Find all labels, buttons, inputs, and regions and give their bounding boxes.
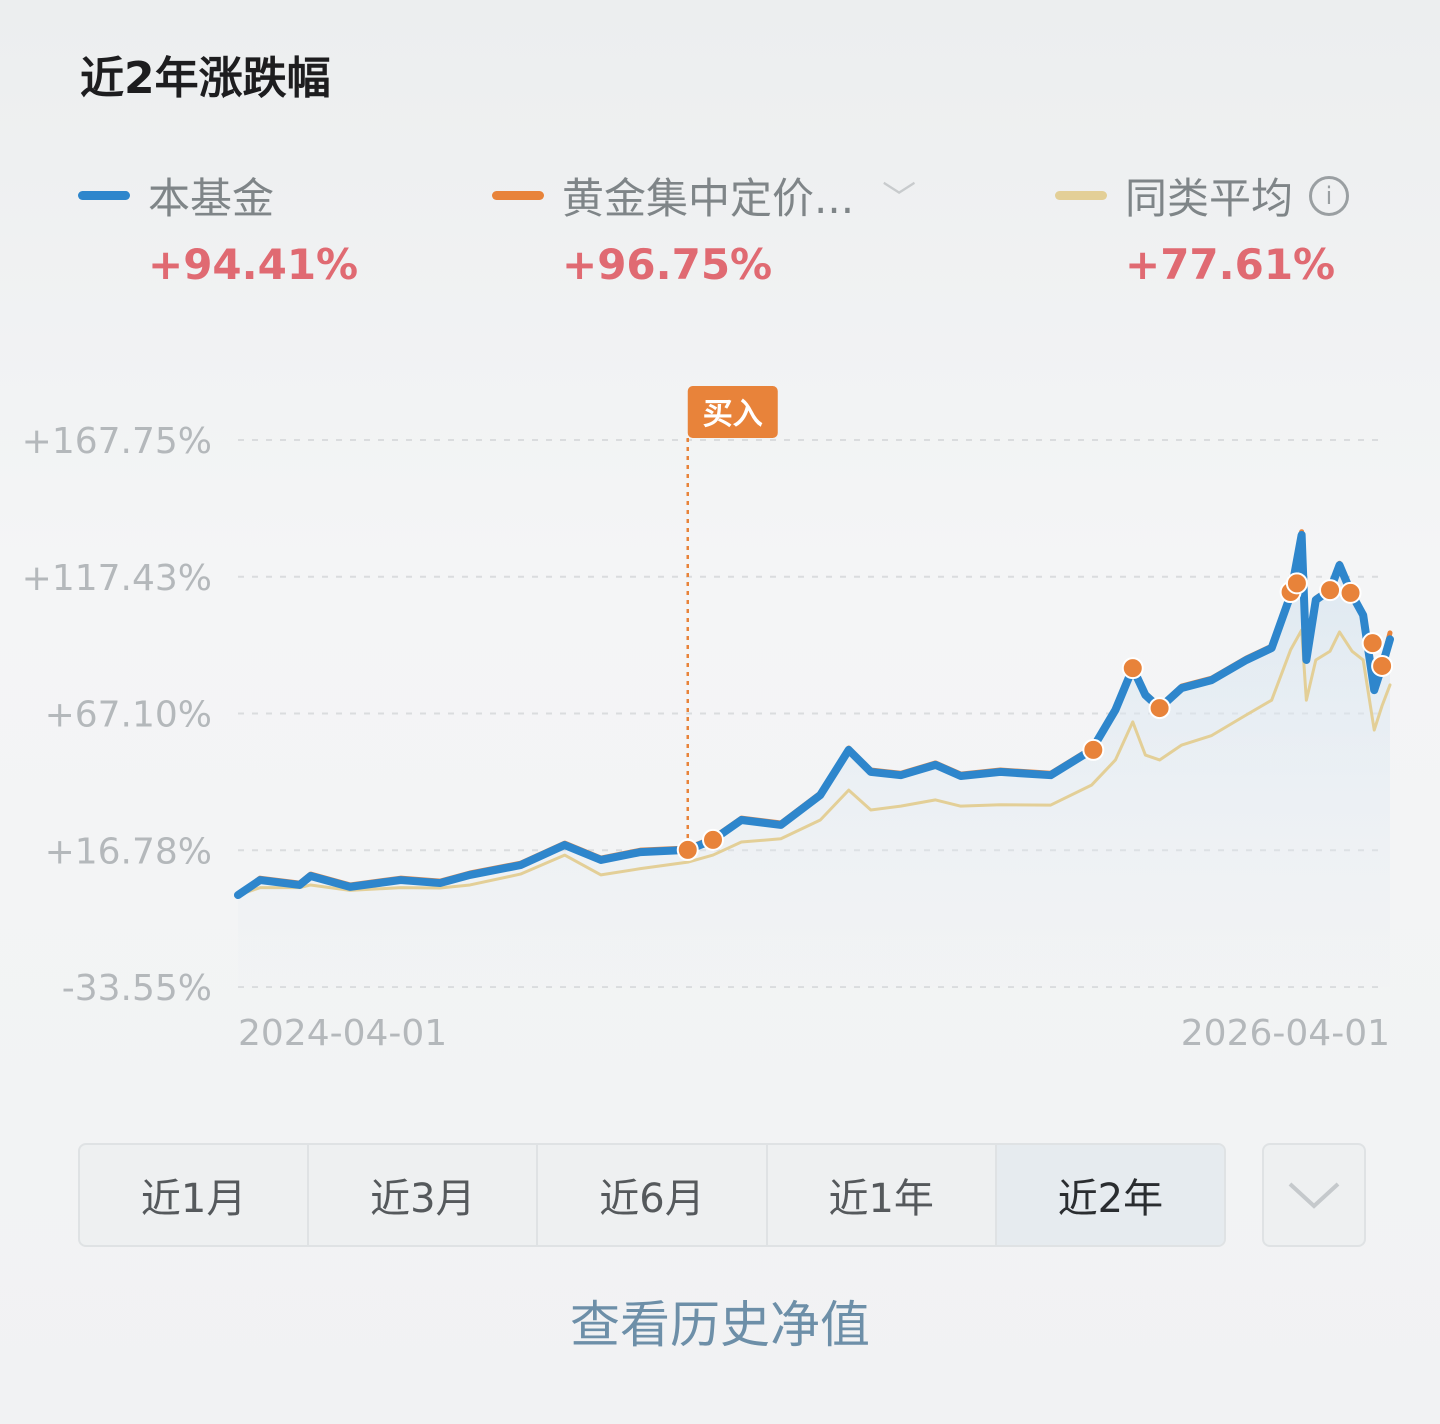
page-title: 近2年涨跌幅 [80,53,331,104]
y-tick-label: +16.78% [45,831,212,872]
legend-swatch [492,191,544,200]
fund-return: +94.41% [148,240,359,289]
buy-marker [1319,579,1342,602]
legend-swatch [78,191,130,200]
view-history-nav-link[interactable]: 查看历史净值 [570,1296,870,1354]
buy-marker [1339,581,1362,604]
tab-1y[interactable]: 近1年 [768,1145,997,1245]
buy-marker [1285,572,1308,595]
period-tabs: 近1月 近3月 近6月 近1年 近2年 [78,1143,1226,1247]
legend-swatch [1055,191,1107,200]
buy-marker [1082,738,1105,761]
more-periods-button[interactable] [1262,1143,1366,1247]
info-icon[interactable]: i [1309,175,1350,216]
tab-3m[interactable]: 近3月 [309,1145,539,1245]
y-tick-label: -33.55% [62,968,212,1009]
y-tick-label: +67.10% [45,695,212,736]
series-line-0 [234,530,1394,900]
buy-label-box [687,386,778,438]
legend-label: 本基金 [148,174,275,223]
legend-label: 同类平均 [1125,174,1294,223]
series-line-2 [236,628,1392,897]
y-tick-label: +117.43% [22,558,212,599]
legend-benchmark[interactable]: 黄金集中定价... ﹀ [492,165,916,226]
benchmark-return: +96.75% [562,240,773,289]
legend-label: 黄金集中定价... [562,174,855,223]
performance-chart[interactable]: +167.75% +117.43% +67.10% +16.78% -33.55% 202… [0,0,1440,1100]
buy-marker [1121,657,1144,680]
fund-area [238,534,1390,987]
x-tick-label: 2026-04-01 [1181,1013,1390,1054]
y-tick-label: +167.75% [22,421,212,462]
x-tick-label: 2024-04-01 [238,1013,447,1054]
tab-6m[interactable]: 近6月 [538,1145,768,1245]
tab-2y[interactable]: 近2年 [996,1145,1224,1245]
buy-marker [702,828,725,851]
chevron-down-icon[interactable]: ﹀ [882,179,917,219]
legend-peer[interactable]: 同类平均 i [1055,165,1350,226]
buy-marker [676,838,699,861]
buy-marker [1371,654,1394,677]
chevron-down-icon [1288,1182,1340,1209]
buy-marker [1361,632,1384,655]
legend-fund[interactable]: 本基金 [78,165,274,226]
buy-label: 买入 [703,397,763,432]
tab-1m[interactable]: 近1月 [80,1145,310,1245]
peer-return: +77.61% [1125,240,1336,289]
buy-marker [1148,697,1171,720]
